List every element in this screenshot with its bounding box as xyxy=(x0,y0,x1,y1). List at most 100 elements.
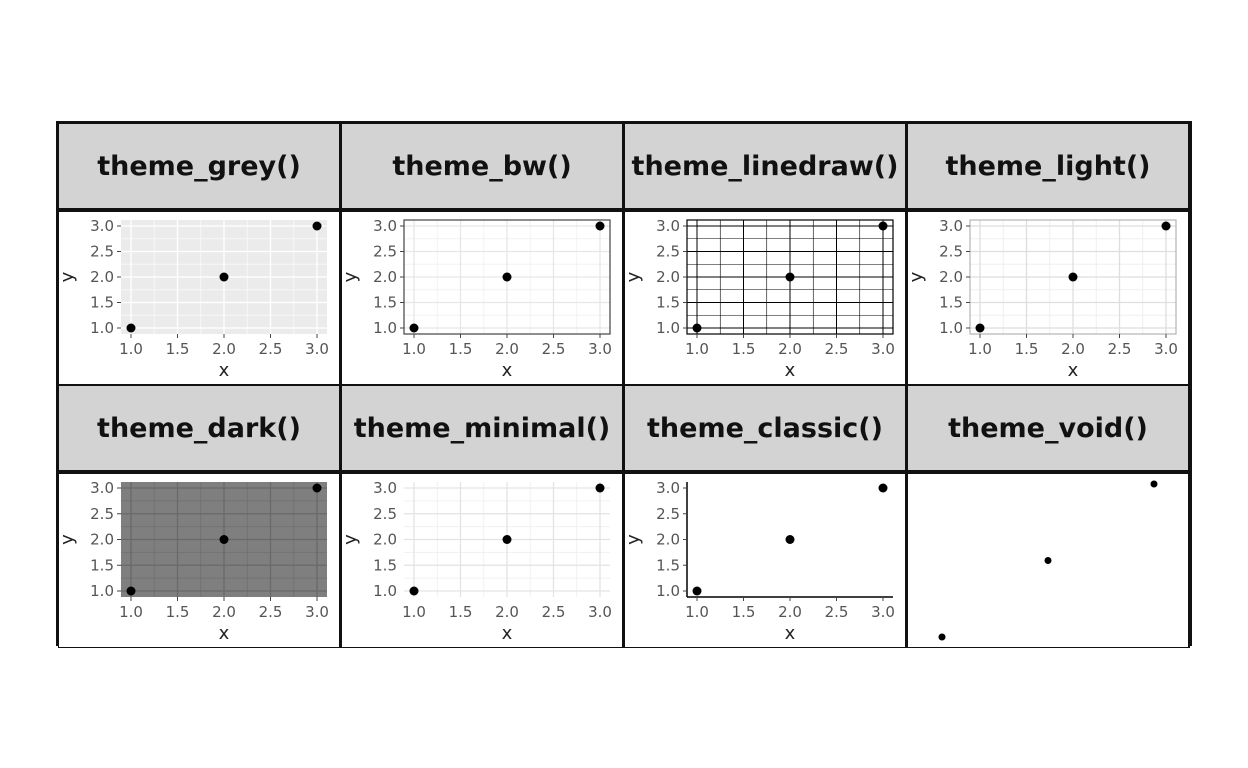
x-tick-label: 2.5 xyxy=(259,340,283,358)
plot-cell-light: 1.0 1.5 2.0 2.5 3.0 1.0 1.5 2.0 2.5 3.0 x y xyxy=(907,211,1190,385)
y-tick-label: 1.0 xyxy=(939,319,963,337)
data-point xyxy=(312,483,322,493)
scatter-plot: 1.0 1.5 2.0 2.5 3.0 1.0 1.5 2.0 2.5 3.0 x y xyxy=(342,479,612,644)
y-tick-label: 3.0 xyxy=(373,217,397,235)
y-tick-label: 3.0 xyxy=(939,217,963,235)
x-tick-label: 2.5 xyxy=(825,340,849,358)
y-tick-label: 2.0 xyxy=(373,531,397,549)
data-point xyxy=(692,323,702,333)
y-axis-title: y xyxy=(625,271,644,282)
data-point xyxy=(219,535,229,544)
x-tick-label: 1.0 xyxy=(119,603,143,621)
y-tick-label: 1.0 xyxy=(373,319,397,337)
y-tick-label: 1.5 xyxy=(373,294,397,312)
panel-title: theme_minimal() xyxy=(341,385,624,473)
plot-cell-linedraw: 1.0 1.5 2.0 2.5 3.0 1.0 1.5 2.0 2.5 3.0 x y xyxy=(624,211,907,385)
y-tick-label: 2.0 xyxy=(90,531,114,549)
y-tick-label: 3.0 xyxy=(373,479,397,497)
y-tick-label: 1.5 xyxy=(90,294,114,312)
x-tick-label: 2.5 xyxy=(259,603,283,621)
x-tick-label: 3.0 xyxy=(871,603,895,621)
x-tick-label: 3.0 xyxy=(1154,340,1178,358)
panel-title: theme_classic() xyxy=(624,385,907,473)
data-point xyxy=(595,483,605,493)
x-tick-label: 3.0 xyxy=(305,603,329,621)
x-tick-label: 3.0 xyxy=(871,340,895,358)
y-tick-label: 2.5 xyxy=(373,505,397,523)
panel-title: theme_light() xyxy=(907,123,1190,211)
plot-cell-bw: 1.0 1.5 2.0 2.5 3.0 1.0 1.5 2.0 2.5 3.0 x y xyxy=(341,211,624,385)
x-tick-label: 2.5 xyxy=(825,603,849,621)
y-tick-label: 1.5 xyxy=(656,556,680,574)
scatter-plot xyxy=(938,480,1158,641)
data-point xyxy=(1044,557,1052,564)
x-tick-label: 1.5 xyxy=(449,603,473,621)
x-tick-label: 1.5 xyxy=(1015,340,1039,358)
y-tick-label: 3.0 xyxy=(90,217,114,235)
scatter-plot: 1.0 1.5 2.0 2.5 3.0 1.0 1.5 2.0 2.5 3.0 x y xyxy=(625,479,895,644)
x-tick-label: 2.0 xyxy=(778,603,802,621)
data-point xyxy=(219,272,229,282)
y-tick-label: 1.5 xyxy=(656,294,680,312)
x-axis-title: x xyxy=(219,360,230,381)
data-point xyxy=(1150,480,1158,488)
x-axis-title: x xyxy=(1068,360,1079,381)
x-axis-title: x xyxy=(785,360,796,381)
scatter-plot: 1.0 1.5 2.0 2.5 3.0 1.0 1.5 2.0 2.5 3.0 x y xyxy=(908,217,1178,381)
plot-cell-grey: 1.0 1.5 2.0 2.5 3.0 1.0 1.5 2.0 2.5 3.0 x y xyxy=(58,211,341,385)
panel-title: theme_linedraw() xyxy=(624,123,907,211)
x-tick-label: 3.0 xyxy=(588,603,612,621)
x-tick-label: 1.0 xyxy=(968,340,992,358)
y-tick-label: 2.0 xyxy=(656,531,680,549)
y-tick-label: 2.0 xyxy=(939,268,963,286)
y-tick-label: 2.0 xyxy=(656,268,680,286)
y-tick-label: 1.5 xyxy=(373,556,397,574)
x-tick-label: 1.5 xyxy=(732,340,756,358)
x-axis-title: x xyxy=(502,623,513,644)
y-tick-label: 2.5 xyxy=(656,243,680,261)
y-tick-label: 2.5 xyxy=(939,243,963,261)
data-point xyxy=(409,586,419,596)
data-point xyxy=(126,586,136,596)
data-point xyxy=(409,323,419,333)
x-tick-label: 1.0 xyxy=(402,603,426,621)
x-tick-label: 2.5 xyxy=(542,340,566,358)
data-point xyxy=(878,483,888,493)
data-point xyxy=(312,221,322,231)
y-tick-label: 3.0 xyxy=(656,479,680,497)
y-tick-label: 2.0 xyxy=(373,268,397,286)
y-tick-label: 1.0 xyxy=(656,582,680,600)
x-tick-label: 2.0 xyxy=(212,603,236,621)
y-tick-label: 1.0 xyxy=(656,319,680,337)
scatter-plot: 1.0 1.5 2.0 2.5 3.0 1.0 1.5 2.0 2.5 3.0 x y xyxy=(59,217,329,381)
x-tick-label: 2.0 xyxy=(495,340,519,358)
scatter-plot: 1.0 1.5 2.0 2.5 3.0 1.0 1.5 2.0 2.5 3.0 x y xyxy=(59,479,329,644)
x-tick-label: 2.0 xyxy=(1061,340,1085,358)
y-axis-title: y xyxy=(342,534,361,545)
x-tick-label: 2.0 xyxy=(212,340,236,358)
data-point xyxy=(126,323,136,333)
data-point xyxy=(502,272,512,282)
y-tick-label: 2.5 xyxy=(90,505,114,523)
y-axis-title: y xyxy=(625,534,644,545)
y-axis-title: y xyxy=(59,271,78,282)
x-tick-label: 1.5 xyxy=(166,340,190,358)
x-tick-label: 3.0 xyxy=(588,340,612,358)
data-point xyxy=(785,535,795,544)
panel-title: theme_void() xyxy=(907,385,1190,473)
y-tick-label: 1.0 xyxy=(90,582,114,600)
data-point xyxy=(595,221,605,231)
x-tick-label: 2.5 xyxy=(1108,340,1132,358)
x-axis-title: x xyxy=(219,623,230,644)
x-axis-title: x xyxy=(785,623,796,644)
y-tick-label: 2.5 xyxy=(373,243,397,261)
y-tick-label: 2.0 xyxy=(90,268,114,286)
data-point xyxy=(975,323,985,333)
x-tick-label: 2.0 xyxy=(495,603,519,621)
data-point xyxy=(502,535,512,544)
data-point xyxy=(878,221,888,231)
theme-comparison-grid: theme_grey() theme_bw() theme_linedraw()… xyxy=(56,121,1192,648)
y-tick-label: 1.0 xyxy=(90,319,114,337)
data-point xyxy=(1068,272,1078,282)
x-tick-label: 3.0 xyxy=(305,340,329,358)
